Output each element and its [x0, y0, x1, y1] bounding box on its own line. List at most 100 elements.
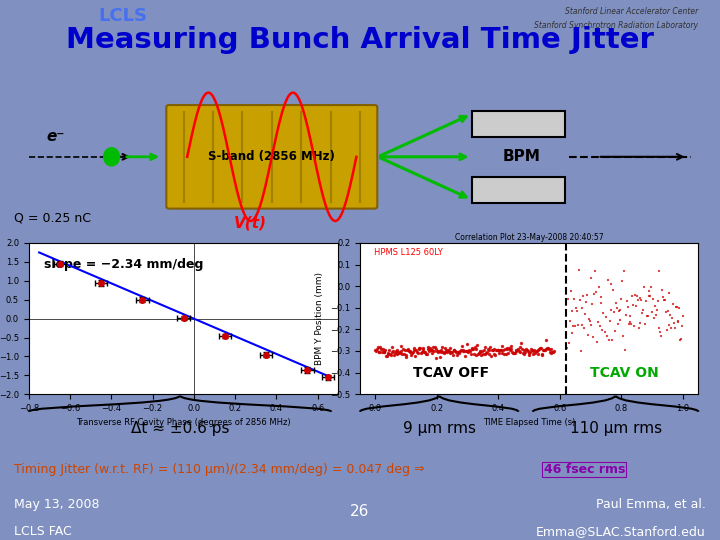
Point	[616, 277, 628, 286]
Point	[567, 329, 578, 338]
Point	[662, 321, 674, 329]
Point	[441, 346, 452, 354]
Point	[484, 346, 495, 355]
Point	[510, 346, 522, 354]
Text: HPMS L125 60LY: HPMS L125 60LY	[374, 247, 442, 256]
Point	[586, 273, 598, 282]
Point	[418, 344, 429, 353]
Point	[587, 300, 598, 308]
Point	[434, 352, 446, 361]
Point	[640, 297, 652, 306]
Point	[621, 296, 633, 305]
Point	[606, 280, 617, 288]
Point	[491, 346, 503, 354]
Point	[525, 345, 536, 353]
Point	[490, 350, 501, 359]
Point	[639, 283, 650, 292]
Point	[562, 344, 573, 353]
Point	[536, 350, 547, 359]
Point	[452, 348, 464, 356]
Text: slope = −2.34 mm/deg: slope = −2.34 mm/deg	[45, 258, 204, 271]
Point	[454, 349, 465, 357]
Point	[418, 348, 430, 356]
Point	[405, 351, 417, 360]
Point	[598, 309, 609, 318]
Text: Q = 0.25 nC: Q = 0.25 nC	[14, 212, 91, 225]
Point	[610, 299, 621, 307]
Point	[583, 314, 595, 323]
Point	[379, 348, 390, 356]
Point	[469, 343, 480, 352]
Point	[400, 350, 412, 359]
Point	[595, 299, 606, 308]
Point	[467, 345, 478, 353]
Point	[667, 314, 678, 323]
Point	[492, 346, 503, 355]
Text: Stanford Synchrotron Radiation Laboratory: Stanford Synchrotron Radiation Laborator…	[534, 22, 698, 30]
Point	[498, 346, 509, 354]
Point	[520, 347, 531, 356]
Ellipse shape	[104, 148, 120, 166]
Point	[396, 347, 408, 355]
Point	[423, 347, 435, 355]
Point	[492, 346, 504, 354]
Point	[405, 348, 416, 356]
Point	[671, 303, 683, 312]
Point	[411, 348, 423, 356]
Point	[437, 348, 449, 357]
Point	[508, 349, 520, 358]
Point	[506, 347, 518, 356]
Point	[536, 349, 548, 358]
Point	[508, 349, 519, 357]
Point	[432, 348, 444, 356]
Point	[618, 266, 630, 275]
Text: 26: 26	[351, 504, 369, 519]
Point	[477, 350, 489, 359]
Point	[390, 346, 402, 355]
Point	[575, 347, 586, 356]
Point	[662, 306, 673, 315]
Point	[545, 345, 557, 353]
Point	[436, 346, 447, 354]
Point	[613, 306, 624, 315]
Point	[634, 319, 645, 327]
Point	[606, 336, 618, 345]
Point	[652, 296, 663, 305]
Point	[616, 295, 627, 303]
Point	[626, 291, 638, 300]
Point	[390, 348, 401, 357]
FancyBboxPatch shape	[472, 111, 565, 137]
Point	[543, 345, 554, 354]
Point	[470, 350, 482, 359]
Point	[387, 347, 399, 355]
Point	[427, 346, 438, 354]
Point	[429, 342, 441, 351]
Text: TCAV ON: TCAV ON	[590, 366, 658, 380]
Point	[385, 350, 397, 359]
Point	[541, 343, 553, 352]
Point	[398, 350, 410, 359]
Point	[465, 350, 477, 359]
Point	[530, 346, 541, 355]
Point	[541, 345, 552, 354]
Point	[369, 345, 381, 354]
Point	[588, 290, 600, 299]
Point	[504, 346, 516, 354]
Point	[395, 341, 406, 350]
Point	[580, 298, 592, 307]
Point	[659, 295, 670, 304]
Point	[600, 313, 612, 321]
Point	[408, 344, 420, 353]
Point	[517, 349, 528, 357]
Point	[498, 350, 510, 359]
Y-axis label: BPM Y Position (mm): BPM Y Position (mm)	[315, 272, 325, 365]
Point	[456, 341, 467, 350]
Point	[406, 349, 418, 357]
Point	[651, 306, 662, 315]
Point	[614, 315, 626, 324]
Point	[644, 292, 656, 301]
Point	[384, 349, 396, 358]
Point	[563, 339, 575, 348]
Point	[639, 319, 651, 328]
Point	[381, 352, 392, 360]
